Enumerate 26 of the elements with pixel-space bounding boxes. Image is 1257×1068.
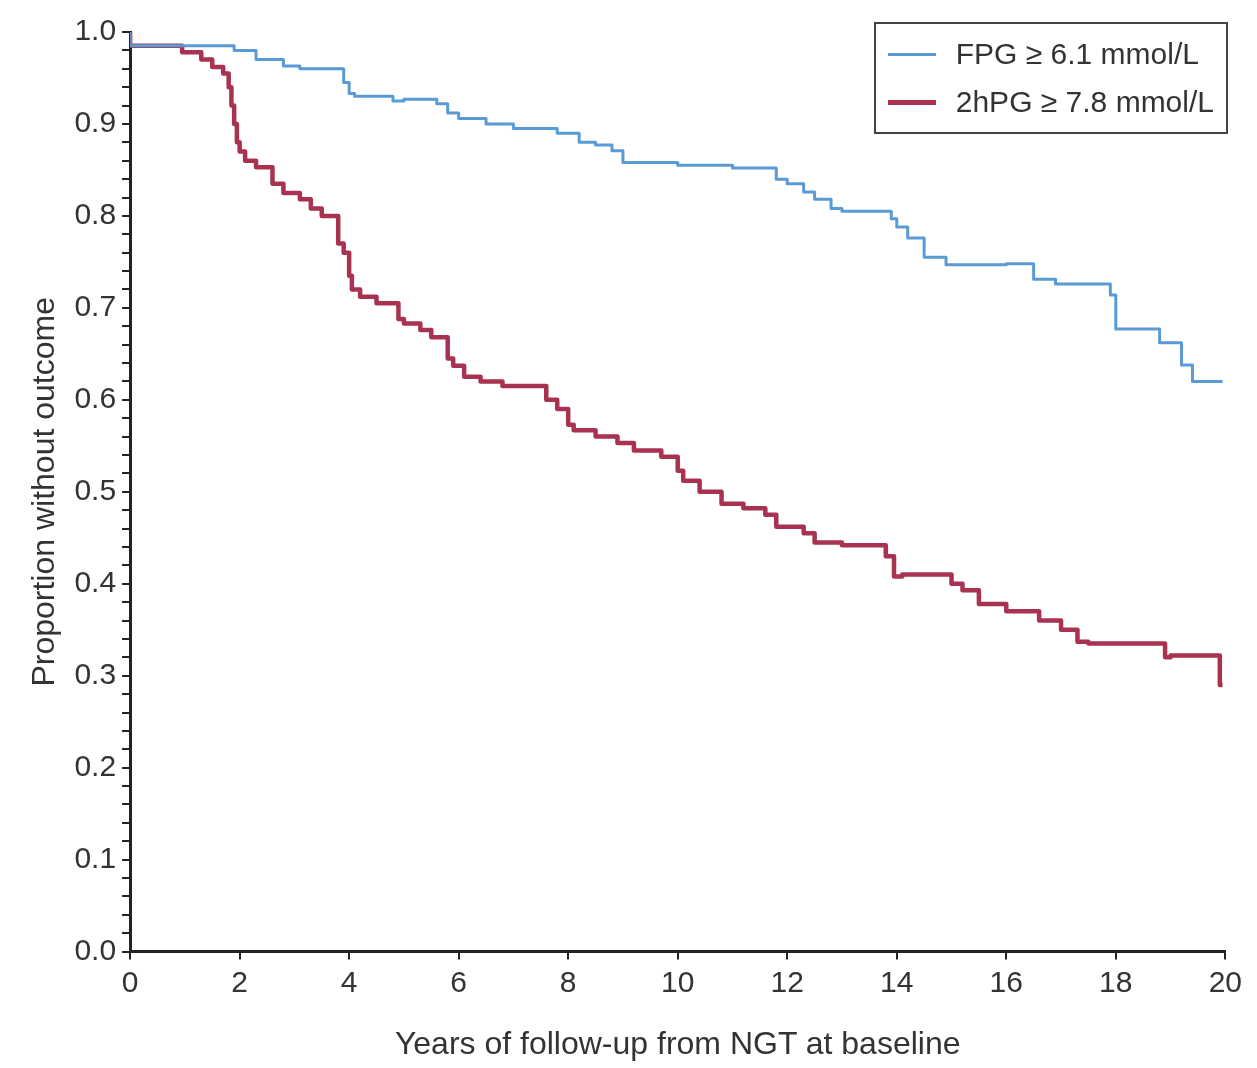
y-tick-label: 0.0 xyxy=(74,932,117,966)
y-tick-label: 0.3 xyxy=(74,656,117,690)
y-axis-title: Proportion without outcome xyxy=(25,297,62,687)
x-tick-label: 14 xyxy=(880,964,914,998)
legend-label: FPG ≥ 6.1 mmol/L xyxy=(955,36,1199,72)
x-tick-label: 2 xyxy=(231,964,248,998)
y-tick-label: 0.6 xyxy=(74,381,117,415)
x-tick-label: 20 xyxy=(1208,964,1242,998)
x-tick-label: 8 xyxy=(559,964,577,998)
y-tick-label: 0.9 xyxy=(74,105,117,139)
x-tick-label: 12 xyxy=(770,964,804,998)
x-tick-label: 10 xyxy=(661,964,695,998)
x-tick-label: 4 xyxy=(340,964,358,998)
y-tick-label: 0.5 xyxy=(74,473,117,507)
x-tick-label: 0 xyxy=(121,964,139,998)
y-tick-label: 0.7 xyxy=(74,289,117,323)
y-tick-label: 0.2 xyxy=(74,748,117,782)
x-tick-label: 18 xyxy=(1099,964,1133,998)
y-tick-label: 0.4 xyxy=(74,565,117,599)
x-tick-label: 16 xyxy=(989,964,1023,998)
y-tick-label: 0.8 xyxy=(74,197,117,231)
x-tick-label: 6 xyxy=(450,964,468,998)
y-tick-label: 0.1 xyxy=(74,840,117,874)
x-axis-title: Years of follow-up from NGT at baseline xyxy=(394,1024,961,1061)
y-tick-label: 1.0 xyxy=(74,13,117,47)
legend-label: 2hPG ≥ 7.8 mmol/L xyxy=(955,84,1214,120)
